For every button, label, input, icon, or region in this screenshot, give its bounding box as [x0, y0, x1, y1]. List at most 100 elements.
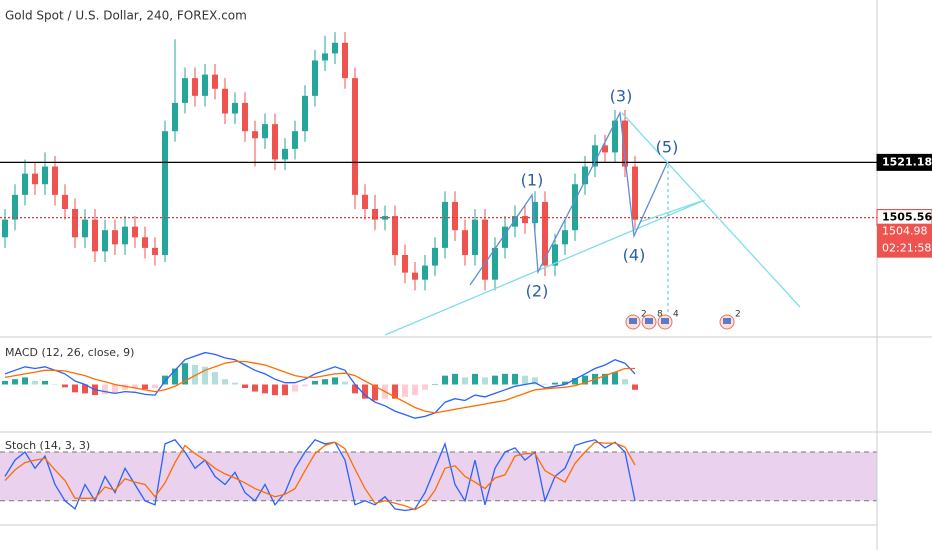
histogram-bar: [192, 365, 198, 385]
histogram-bar: [582, 375, 588, 385]
event-count: 8: [657, 310, 663, 320]
candle-body: [102, 230, 108, 252]
candle-body: [592, 145, 598, 167]
candle-body: [52, 166, 58, 195]
candle-body: [162, 131, 168, 255]
candle-body: [482, 219, 488, 280]
histogram-bar: [132, 384, 138, 389]
histogram-bar: [402, 384, 408, 397]
histogram-bar: [62, 384, 68, 388]
histogram-bar: [182, 363, 188, 385]
candle-body: [182, 78, 188, 103]
macd-title: MACD (12, 26, close, 9): [5, 346, 134, 359]
histogram-bar: [32, 380, 38, 385]
histogram-bar: [302, 384, 308, 387]
candle-body: [62, 194, 68, 209]
stoch-title: Stoch (14, 3, 3): [5, 439, 90, 452]
histogram-bar: [292, 384, 298, 392]
wave-label: (5): [656, 138, 679, 157]
histogram-bar: [532, 377, 538, 385]
candle-body: [372, 208, 378, 220]
candle-body: [402, 254, 408, 273]
candle-body: [232, 102, 238, 114]
candle-body: [82, 219, 88, 238]
candle-body: [202, 74, 208, 96]
histogram-bar: [22, 377, 28, 385]
histogram-bar: [452, 373, 458, 385]
chart-title: Gold Spot / U.S. Dollar, 240, FOREX.com: [5, 9, 247, 23]
histogram-bar: [552, 382, 558, 385]
histogram-bar: [632, 384, 638, 390]
candle-body: [342, 42, 348, 79]
histogram-bar: [252, 384, 258, 392]
last-price-label: 1504.98: [882, 225, 928, 238]
histogram-bar: [232, 382, 238, 385]
histogram-bar: [612, 372, 618, 385]
histogram-bar: [512, 373, 518, 385]
candle-body: [322, 53, 328, 61]
histogram-bar: [282, 384, 288, 396]
histogram-bar: [142, 384, 148, 390]
histogram-bar: [572, 378, 578, 385]
histogram-bar: [112, 384, 118, 394]
histogram-bar: [42, 380, 48, 385]
candle-body: [42, 166, 48, 185]
candle-body: [242, 102, 248, 132]
wave-line: [469, 110, 668, 286]
candle-body: [72, 208, 78, 238]
candle-body: [212, 74, 218, 89]
candle-body: [552, 244, 558, 266]
histogram-bar: [222, 379, 228, 385]
histogram-bar: [542, 383, 548, 385]
drawings: [384, 110, 801, 336]
histogram-bar: [172, 368, 178, 385]
trend-line: [384, 199, 706, 336]
candle-body: [492, 247, 498, 280]
wave-label: (1): [521, 171, 544, 190]
histogram-bar: [242, 384, 248, 389]
candle-body: [582, 166, 588, 185]
candle-body: [502, 226, 508, 248]
candle-body: [452, 201, 458, 231]
candle-body: [392, 216, 398, 255]
histogram-bar: [362, 384, 368, 399]
indicator-line: [4, 439, 636, 512]
event-count: 2: [641, 310, 647, 320]
event-count: 4: [673, 310, 679, 320]
last-price-badge: [877, 223, 932, 258]
candle-body: [612, 120, 618, 153]
histogram-bar: [202, 366, 208, 385]
candle-body: [302, 95, 308, 132]
histogram-bar: [502, 373, 508, 385]
candle-body: [462, 230, 468, 255]
event-count: 2: [735, 310, 741, 320]
histogram-bar: [372, 384, 378, 401]
price-level-label: 1521.18: [882, 155, 932, 168]
candle-body: [562, 230, 568, 245]
event-flag: [661, 318, 669, 324]
wave-label: (4): [623, 246, 646, 265]
candle-body: [22, 173, 28, 195]
trend-line: [621, 112, 801, 308]
histogram-bar: [122, 384, 128, 390]
histogram-bar: [102, 384, 108, 395]
candle-body: [532, 201, 538, 224]
trend-line: [639, 199, 706, 223]
candle-body: [512, 216, 518, 227]
histogram-bar: [622, 379, 628, 385]
histogram-bar: [212, 372, 218, 385]
histogram-bar: [2, 380, 8, 385]
candle-body: [332, 42, 338, 54]
candle-body: [112, 230, 118, 245]
histogram-bar: [562, 381, 568, 385]
histogram-bar: [462, 377, 468, 385]
candle-body: [522, 216, 528, 224]
histogram-bar: [332, 377, 338, 385]
candle-body: [262, 124, 268, 139]
candle-body: [572, 184, 578, 231]
candle-body: [432, 247, 438, 266]
candle-body: [292, 131, 298, 149]
candle-body: [542, 201, 548, 266]
indicator-line: [4, 351, 636, 419]
